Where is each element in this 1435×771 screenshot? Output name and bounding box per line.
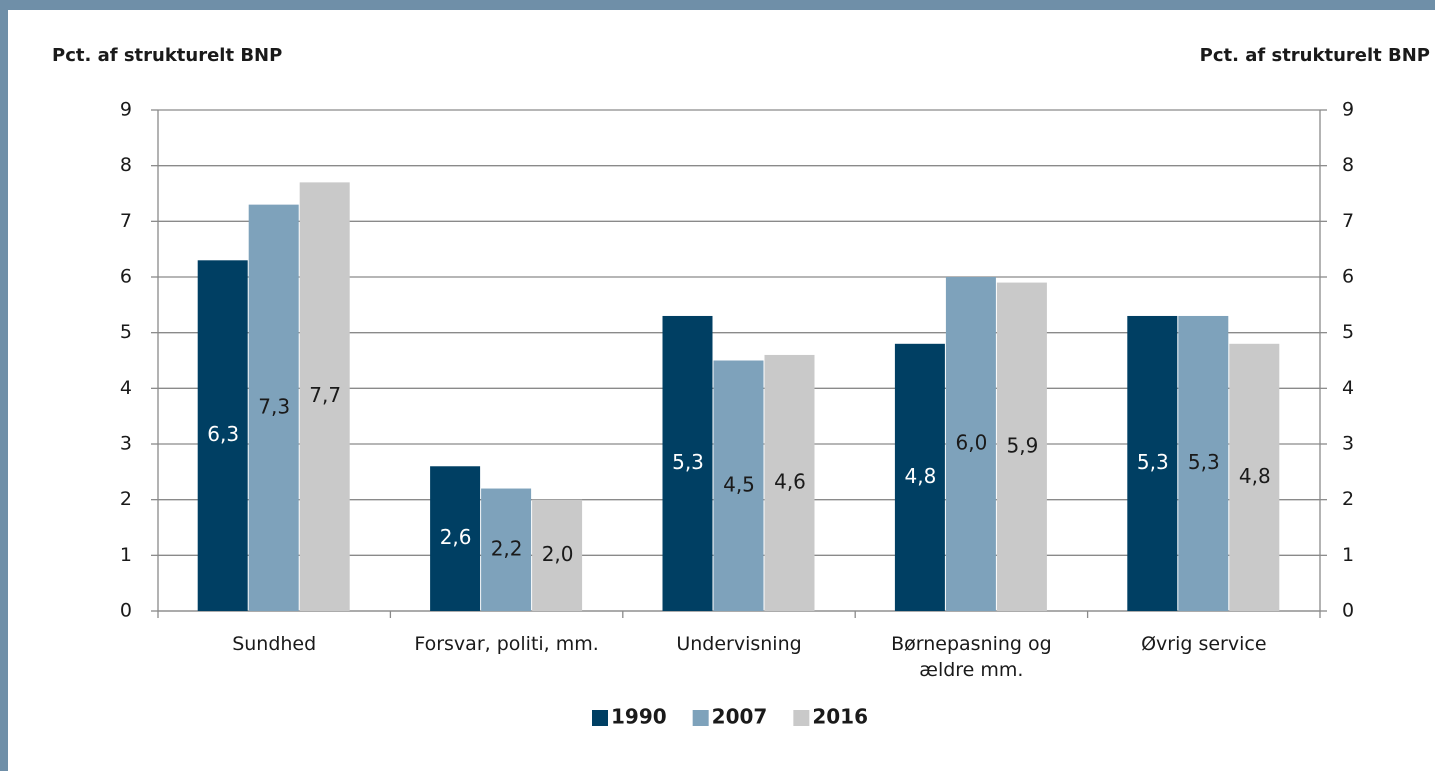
data-label: 2,6 bbox=[440, 525, 472, 549]
y2-tick-label: 0 bbox=[1342, 600, 1354, 622]
left-border bbox=[0, 0, 8, 771]
data-label: 6,0 bbox=[955, 431, 987, 455]
y2-tick-label: 2 bbox=[1342, 488, 1354, 510]
bar bbox=[662, 315, 713, 611]
bar bbox=[945, 277, 996, 611]
x-tick-label: Sundhed bbox=[232, 633, 317, 655]
legend-swatch bbox=[692, 710, 709, 726]
bar bbox=[430, 466, 481, 611]
legend-swatch bbox=[793, 710, 810, 726]
data-label: 6,3 bbox=[207, 422, 239, 446]
y-tick-label: 1 bbox=[120, 544, 132, 566]
x-tick-label: Forsvar, politi, mm. bbox=[414, 633, 599, 655]
y-axis-title: Pct. af strukturelt BNP bbox=[52, 45, 282, 66]
data-label: 4,8 bbox=[904, 464, 936, 488]
y2-tick-label: 3 bbox=[1342, 433, 1354, 455]
data-label: 5,3 bbox=[1188, 450, 1220, 474]
bar bbox=[197, 260, 248, 611]
data-label: 4,6 bbox=[774, 469, 806, 493]
bar bbox=[248, 204, 299, 611]
y2-tick-label: 9 bbox=[1342, 99, 1354, 121]
bar bbox=[1229, 343, 1280, 611]
x-tick-label: Undervisning bbox=[676, 633, 802, 655]
data-label: 7,7 bbox=[309, 383, 341, 407]
top-banner bbox=[0, 0, 1435, 10]
y2-tick-label: 5 bbox=[1342, 321, 1354, 343]
data-label: 2,0 bbox=[542, 542, 574, 566]
y2-tick-label: 1 bbox=[1342, 544, 1354, 566]
y-tick-label: 5 bbox=[120, 321, 132, 343]
legend-label: 1990 bbox=[611, 705, 667, 729]
x-tick-label: Børnepasning og ældre mm. bbox=[891, 633, 1052, 681]
bar bbox=[713, 360, 764, 611]
data-label: 4,8 bbox=[1239, 464, 1271, 488]
data-label: 4,5 bbox=[723, 472, 755, 496]
data-label: 5,3 bbox=[672, 450, 704, 474]
bar bbox=[1178, 315, 1229, 611]
y2-tick-label: 8 bbox=[1342, 154, 1354, 176]
bar bbox=[299, 182, 350, 611]
bar bbox=[894, 343, 945, 611]
data-label: 2,2 bbox=[491, 536, 523, 560]
legend-label: 2007 bbox=[712, 705, 768, 729]
y-tick-label: 0 bbox=[120, 600, 132, 622]
y2-axis-title: Pct. af strukturelt BNP bbox=[1200, 45, 1430, 66]
legend-swatch bbox=[592, 710, 608, 726]
y-tick-label: 8 bbox=[120, 154, 132, 176]
y-tick-label: 3 bbox=[120, 433, 132, 455]
bar bbox=[532, 499, 583, 611]
legend-label: 2016 bbox=[812, 705, 868, 729]
y-tick-label: 4 bbox=[120, 377, 132, 399]
y2-tick-label: 6 bbox=[1342, 266, 1354, 288]
data-label: 5,9 bbox=[1006, 433, 1038, 457]
bar bbox=[481, 488, 532, 611]
y2-tick-label: 7 bbox=[1342, 210, 1354, 232]
data-label: 5,3 bbox=[1137, 450, 1169, 474]
y2-tick-label: 4 bbox=[1342, 377, 1354, 399]
y-tick-label: 7 bbox=[120, 210, 132, 232]
y-tick-label: 2 bbox=[120, 488, 132, 510]
bar bbox=[1127, 315, 1178, 611]
bar bbox=[764, 354, 815, 611]
data-label: 7,3 bbox=[258, 394, 290, 418]
x-tick-label: Øvrig service bbox=[1141, 633, 1267, 655]
bar bbox=[996, 282, 1047, 611]
y-tick-label: 9 bbox=[120, 99, 132, 121]
y-tick-label: 6 bbox=[120, 266, 132, 288]
